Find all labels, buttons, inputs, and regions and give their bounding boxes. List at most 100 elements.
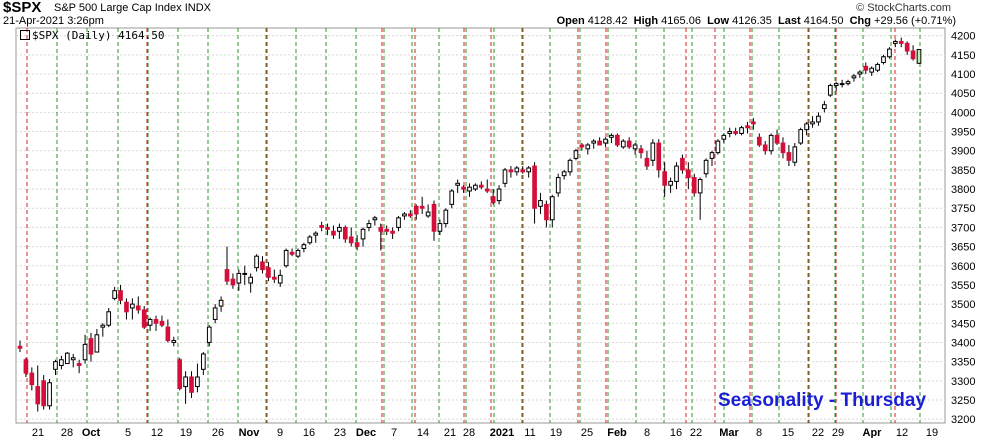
candle-body bbox=[792, 146, 798, 163]
candle-body bbox=[348, 236, 354, 244]
last-value: 4164.50 bbox=[803, 15, 844, 27]
candle-body bbox=[893, 40, 898, 44]
candle-body bbox=[47, 382, 52, 407]
low-value: 4126.35 bbox=[732, 15, 772, 27]
candle-body bbox=[384, 228, 390, 232]
candle-body bbox=[526, 167, 531, 173]
x-tick-label: 16 bbox=[303, 427, 315, 438]
candle-body bbox=[780, 142, 786, 154]
candle-body bbox=[739, 127, 744, 134]
candle-body bbox=[17, 345, 23, 349]
candle-body bbox=[23, 359, 29, 374]
x-tick-label: Nov bbox=[239, 427, 261, 438]
candle-body bbox=[478, 184, 484, 188]
candle-body bbox=[887, 48, 892, 58]
candle-body bbox=[307, 236, 313, 244]
candle-body bbox=[833, 83, 839, 87]
candle-body bbox=[218, 299, 224, 307]
candle-body bbox=[597, 140, 602, 146]
candle-body bbox=[437, 223, 443, 232]
series-legend: $SPX (Daily) 4164.50 bbox=[20, 29, 164, 42]
candle-body bbox=[916, 48, 922, 64]
x-tick-label: 14 bbox=[417, 427, 429, 438]
candle-body bbox=[289, 251, 295, 255]
y-tick-label: 3850 bbox=[951, 165, 975, 177]
candle-body bbox=[762, 144, 768, 152]
chart-header: $SPX S&P 500 Large Cap Index INDX 21-Apr… bbox=[0, 0, 990, 28]
candle-body bbox=[260, 261, 265, 271]
candle-body bbox=[573, 150, 579, 159]
candle-body bbox=[112, 290, 117, 299]
candle-body bbox=[413, 205, 419, 215]
candle-body bbox=[271, 276, 277, 280]
candle-body bbox=[88, 338, 94, 355]
y-tick-label: 3700 bbox=[951, 222, 975, 234]
candle-body bbox=[756, 136, 762, 146]
candle-body bbox=[798, 129, 804, 144]
x-tick-label: 19 bbox=[926, 427, 938, 438]
open-label: Open bbox=[556, 15, 585, 27]
y-tick-label: 3300 bbox=[951, 376, 975, 388]
candle-body bbox=[751, 121, 756, 125]
x-tick-label: 21 bbox=[444, 427, 456, 438]
candle-body bbox=[638, 148, 644, 154]
candle-body bbox=[449, 190, 455, 205]
candle-body bbox=[325, 226, 330, 230]
x-tick-label: 12 bbox=[151, 427, 163, 438]
candle-body bbox=[544, 203, 549, 221]
candle-body bbox=[875, 63, 880, 71]
candle-body bbox=[484, 188, 490, 192]
x-tick-label: 7 bbox=[391, 427, 397, 438]
candle-body bbox=[615, 134, 620, 146]
candle-body bbox=[283, 249, 289, 267]
candle-body bbox=[106, 311, 112, 326]
candle-body bbox=[532, 165, 537, 209]
candle-body bbox=[585, 144, 591, 150]
candle-body bbox=[342, 226, 348, 240]
candle-body bbox=[603, 138, 608, 144]
x-tick-label: 2021 bbox=[490, 427, 514, 438]
candle-body bbox=[691, 177, 697, 194]
candle-body bbox=[620, 140, 626, 148]
x-tick-label: 19 bbox=[180, 427, 192, 438]
candle-body bbox=[520, 169, 526, 173]
x-tick-label: 15 bbox=[782, 427, 794, 438]
candle-body bbox=[467, 186, 472, 192]
y-tick-label: 3650 bbox=[951, 242, 975, 254]
low-label: Low bbox=[707, 15, 730, 27]
high-label: High bbox=[633, 15, 659, 27]
candle-body bbox=[230, 278, 236, 286]
x-tick-label: Oct bbox=[82, 427, 101, 438]
candle-body bbox=[910, 50, 916, 60]
security-name-text: S&P 500 Large Cap Index bbox=[54, 2, 182, 14]
chg-label: Chg bbox=[849, 15, 871, 27]
candle-body bbox=[402, 213, 407, 217]
high-value: 4165.06 bbox=[661, 15, 701, 27]
candle-body bbox=[35, 386, 41, 405]
candle-body bbox=[206, 326, 212, 343]
candle-body bbox=[697, 178, 703, 194]
candle-body bbox=[774, 134, 780, 144]
candle-body bbox=[632, 144, 638, 150]
y-tick-label: 4000 bbox=[951, 107, 975, 119]
x-tick-label: 19 bbox=[550, 427, 562, 438]
last-label: Last bbox=[778, 15, 801, 27]
candle-body bbox=[703, 159, 709, 175]
candle-body bbox=[141, 309, 147, 328]
y-tick-label: 3350 bbox=[951, 357, 975, 369]
x-tick-label: 11 bbox=[524, 427, 535, 438]
candle-body bbox=[591, 140, 597, 144]
candle-body bbox=[644, 157, 650, 167]
candle-body bbox=[147, 318, 153, 326]
x-tick-label: 22 bbox=[812, 427, 824, 438]
candle-body bbox=[313, 232, 319, 236]
candle-body bbox=[786, 152, 792, 161]
ticker-symbol: $SPX bbox=[3, 0, 42, 16]
x-tick-label: 26 bbox=[212, 427, 224, 438]
candle-body bbox=[538, 200, 543, 207]
candle-body bbox=[555, 177, 561, 194]
candle-body bbox=[337, 226, 342, 232]
candle-body bbox=[59, 359, 64, 366]
candle-body bbox=[301, 244, 307, 250]
